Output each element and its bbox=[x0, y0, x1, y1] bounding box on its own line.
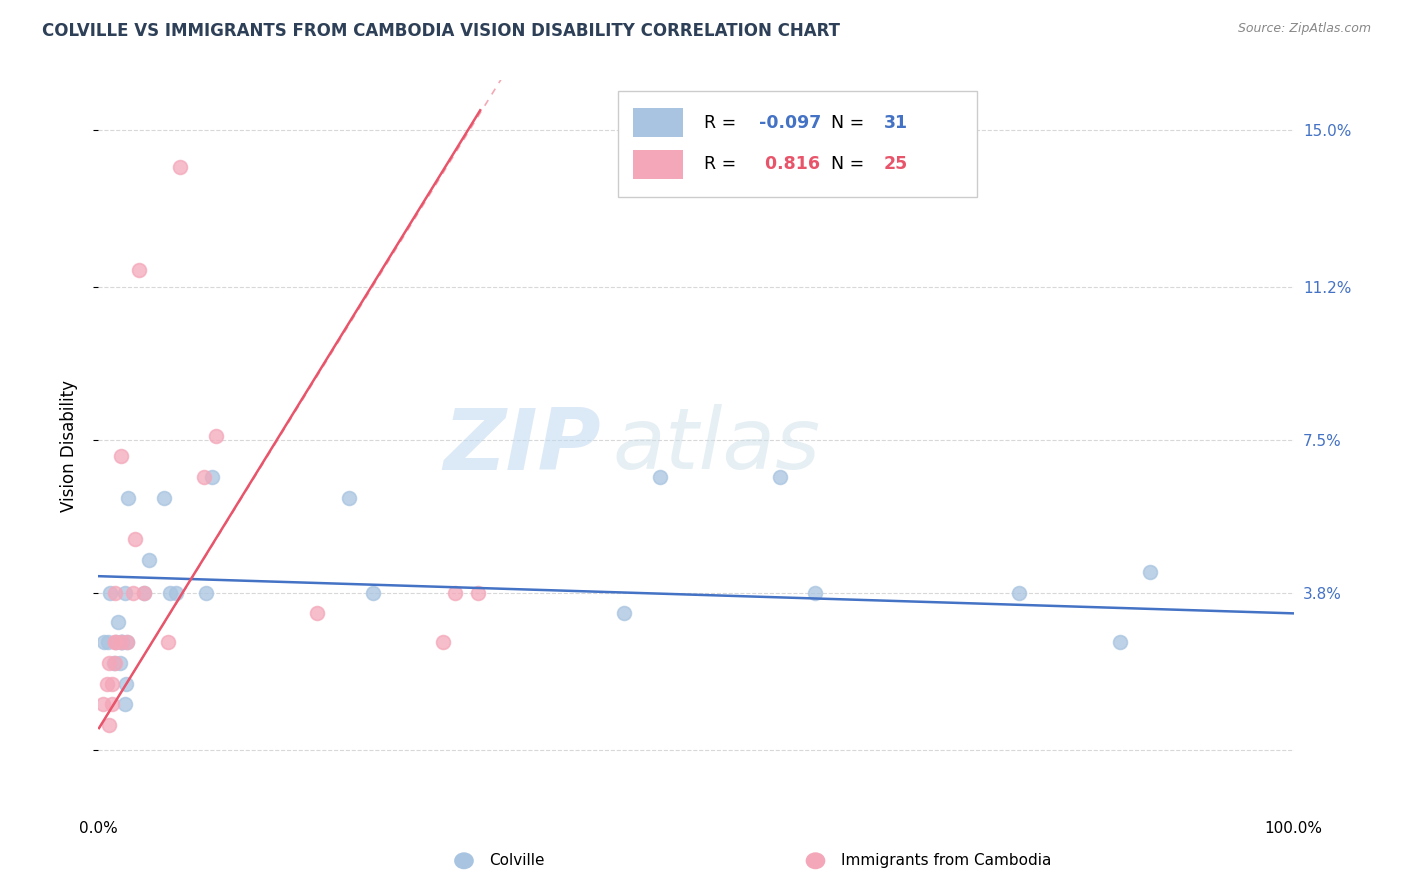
Bar bbox=[633, 108, 683, 137]
Text: 31: 31 bbox=[883, 113, 908, 132]
Text: 0.816: 0.816 bbox=[759, 155, 820, 173]
Text: -0.097: -0.097 bbox=[759, 113, 821, 132]
Point bbox=[98, 585, 122, 599]
Point bbox=[159, 585, 181, 599]
Point bbox=[467, 585, 489, 599]
Point bbox=[114, 698, 136, 712]
Point bbox=[122, 585, 145, 599]
Text: Immigrants from Cambodia: Immigrants from Cambodia bbox=[841, 854, 1052, 868]
Text: 25: 25 bbox=[883, 155, 908, 173]
Point bbox=[1139, 565, 1161, 579]
Point bbox=[443, 585, 465, 599]
Point bbox=[107, 615, 129, 629]
Point bbox=[153, 491, 176, 505]
Point bbox=[91, 698, 114, 712]
Point bbox=[115, 635, 138, 649]
Text: atlas: atlas bbox=[613, 404, 820, 488]
Point bbox=[193, 470, 215, 484]
Text: N =: N = bbox=[831, 155, 870, 173]
Text: Source: ZipAtlas.com: Source: ZipAtlas.com bbox=[1237, 22, 1371, 36]
Point bbox=[648, 470, 672, 484]
Point bbox=[132, 585, 155, 599]
Point bbox=[132, 585, 155, 599]
Point bbox=[124, 532, 146, 546]
Text: Colville: Colville bbox=[489, 854, 544, 868]
Point bbox=[103, 656, 125, 670]
Point bbox=[108, 656, 131, 670]
Text: R =: R = bbox=[704, 113, 742, 132]
Point bbox=[96, 676, 118, 690]
Point bbox=[613, 607, 636, 621]
Point bbox=[110, 635, 132, 649]
Point bbox=[93, 635, 115, 649]
Point bbox=[98, 718, 121, 732]
Point bbox=[363, 585, 385, 599]
Point bbox=[115, 635, 138, 649]
Point bbox=[104, 635, 127, 649]
Point bbox=[114, 585, 136, 599]
Point bbox=[804, 585, 827, 599]
Point bbox=[104, 585, 127, 599]
Point bbox=[104, 635, 127, 649]
Point bbox=[115, 676, 138, 690]
Point bbox=[432, 635, 454, 649]
Point bbox=[204, 428, 226, 442]
Point bbox=[195, 585, 218, 599]
Point bbox=[97, 635, 120, 649]
Point bbox=[110, 450, 132, 464]
Bar bbox=[619, 91, 977, 197]
Point bbox=[100, 676, 122, 690]
Point bbox=[156, 635, 179, 649]
Point bbox=[117, 491, 139, 505]
Point bbox=[110, 635, 132, 649]
Point bbox=[98, 656, 121, 670]
Text: COLVILLE VS IMMIGRANTS FROM CAMBODIA VISION DISABILITY CORRELATION CHART: COLVILLE VS IMMIGRANTS FROM CAMBODIA VIS… bbox=[42, 22, 841, 40]
Text: ZIP: ZIP bbox=[443, 404, 600, 488]
Point bbox=[169, 160, 191, 174]
Point bbox=[307, 607, 329, 621]
Point bbox=[339, 491, 361, 505]
Point bbox=[768, 470, 790, 484]
Point bbox=[111, 635, 134, 649]
Point bbox=[105, 635, 128, 649]
Point bbox=[201, 470, 224, 484]
Point bbox=[104, 656, 127, 670]
Point bbox=[1008, 585, 1031, 599]
Point bbox=[165, 585, 187, 599]
Y-axis label: Vision Disability: Vision Disability bbox=[59, 380, 77, 512]
Point bbox=[138, 552, 160, 566]
Point bbox=[111, 635, 134, 649]
Bar bbox=[633, 150, 683, 179]
Point bbox=[100, 698, 122, 712]
Point bbox=[1109, 635, 1132, 649]
Point bbox=[128, 263, 150, 277]
Text: R =: R = bbox=[704, 155, 742, 173]
Text: N =: N = bbox=[831, 113, 870, 132]
